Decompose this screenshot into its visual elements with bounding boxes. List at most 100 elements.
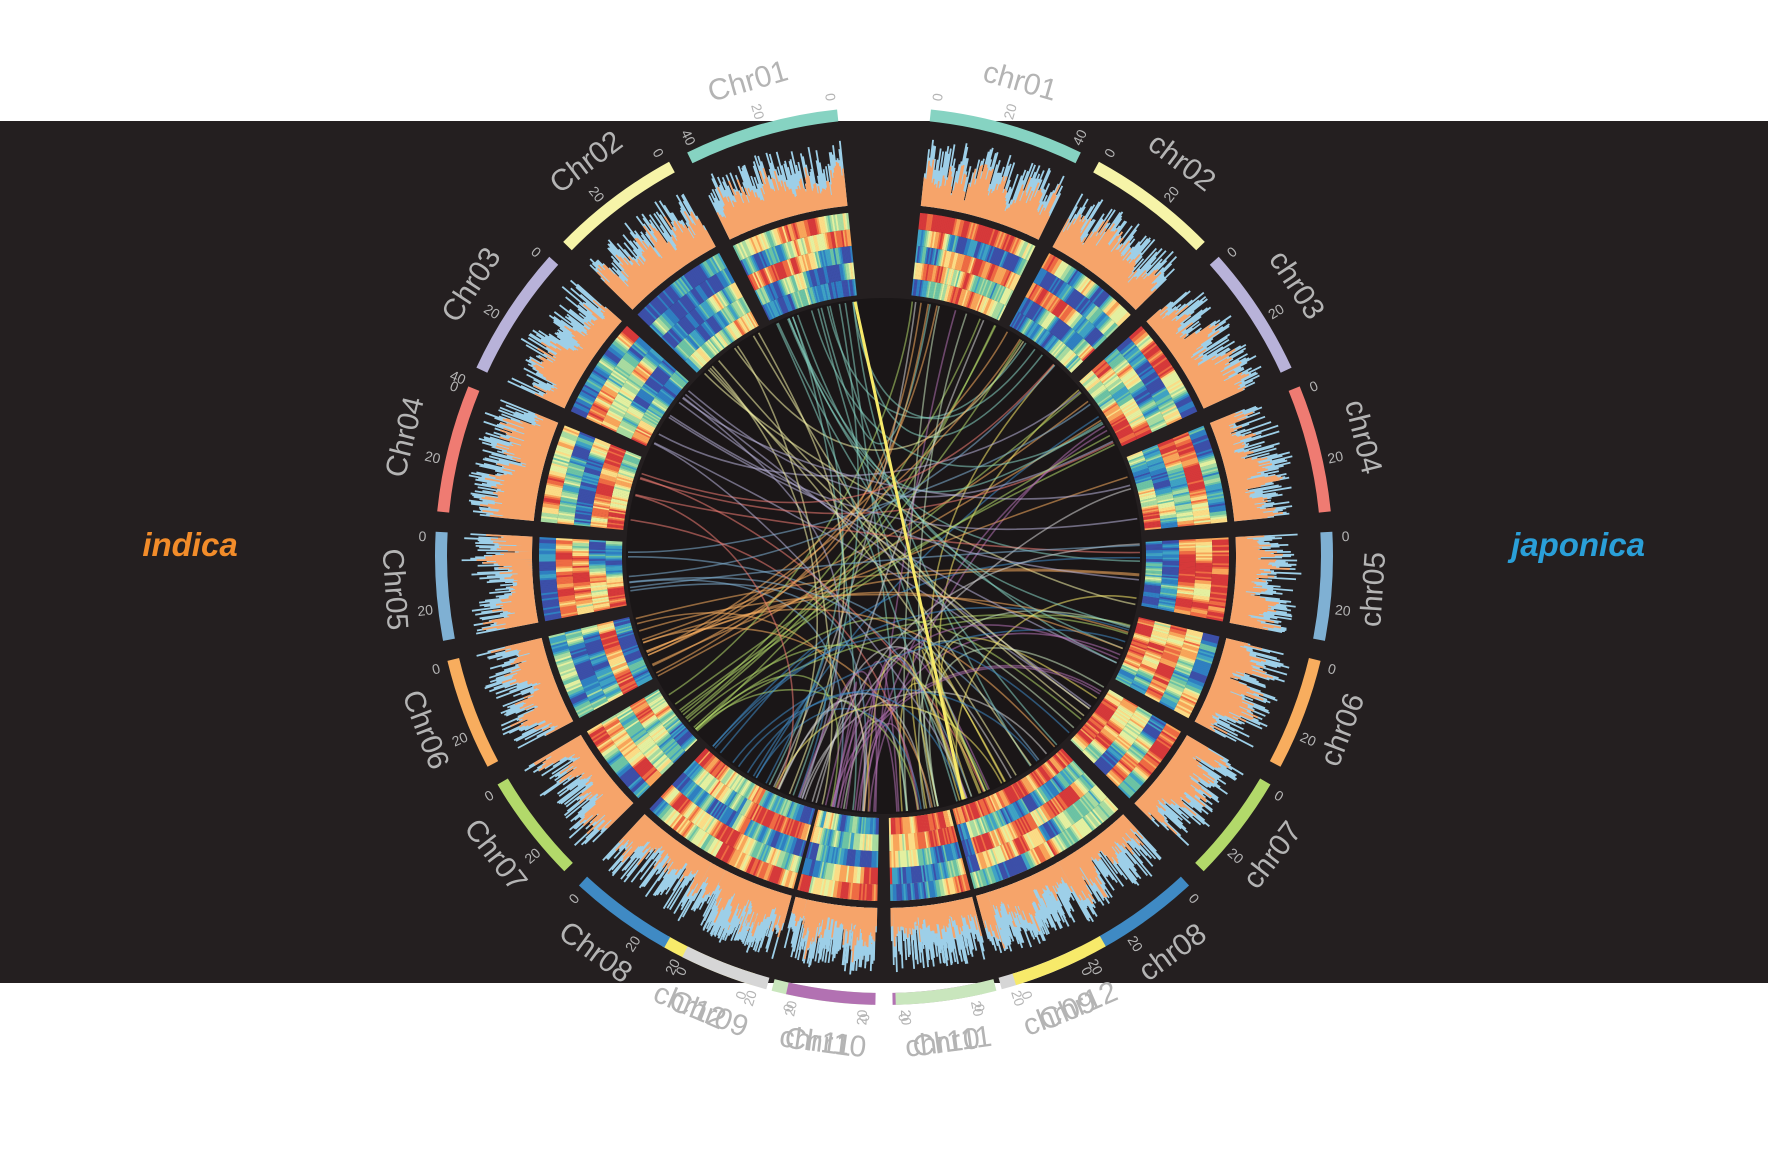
japonica-genome-label: japonica [1507, 526, 1645, 563]
heatmap-tracks [538, 212, 1229, 901]
japonica-chr08-histogram [1055, 814, 1162, 923]
indica-chr04-histogram [468, 399, 559, 522]
indica-chr12-ideogram [1012, 935, 1106, 986]
japonica-chr01-label: chr01 [979, 55, 1060, 107]
indica-chr10-heatmap [808, 811, 879, 901]
indica-chr02-heatmap [637, 252, 759, 373]
indica-chr11-label: Chr11 [911, 1020, 994, 1064]
indica-chr03-histogram [507, 279, 622, 409]
japonica-chr01-ideogram [929, 109, 1081, 164]
japonica-chr05-tick: 0 [1341, 528, 1350, 544]
japonica-chr06-tick: 20 [1298, 729, 1319, 750]
japonica-chr05-heatmap [1141, 537, 1229, 622]
indica-chr12-label: Chr12 [1034, 975, 1122, 1038]
histogram-tracks [461, 139, 1302, 975]
indica-chr06-tick: 20 [449, 729, 470, 750]
indica-chr05-tick: 20 [416, 601, 434, 619]
indica-chr09-ideogram [682, 946, 770, 990]
indica-chr02-histogram [589, 193, 716, 310]
japonica-chr04-ideogram [1288, 386, 1331, 513]
japonica-chr12-tick: 20 [662, 956, 683, 977]
indica-chr12-tick: 20 [1085, 956, 1106, 977]
japonica-chr08-ideogram [1097, 876, 1190, 948]
indica-chr04-heatmap [540, 425, 642, 530]
indica-chr04-ideogram [437, 386, 480, 513]
indica-chr10-label: Chr10 [783, 1022, 868, 1065]
indica-chr06-histogram [476, 637, 574, 749]
indica-chr01-tick: 0 [822, 92, 839, 102]
japonica-chr09-tick: 20 [1008, 988, 1028, 1008]
indica-chr01-ideogram [687, 109, 839, 164]
japonica-chr06-ideogram [1269, 658, 1321, 767]
japonica-chr01-histogram [920, 139, 1065, 240]
indica-chr09-tick: 20 [740, 988, 760, 1008]
indica-genome-label: indica [142, 526, 237, 563]
japonica-chr08-heatmap [1012, 748, 1119, 858]
indica-chr05-ideogram [435, 531, 455, 641]
indica-chr10-ideogram [786, 982, 876, 1005]
indica-chr11-heatmap [890, 809, 971, 901]
japonica-chr10-tick: 20 [898, 1009, 915, 1025]
indica-chr06-heatmap [548, 616, 653, 718]
japonica-chr02-histogram [1052, 193, 1178, 310]
japonica-chr11-tick: 0 [856, 1013, 872, 1022]
indica-chr10-histogram [798, 899, 878, 972]
indica-chr09-histogram [702, 870, 792, 959]
indica-chr05-tick: 0 [418, 528, 427, 544]
japonica-chr03-ideogram [1209, 256, 1292, 373]
japonica-chr08-tick: 20 [1124, 933, 1146, 955]
japonica-chr07-ideogram [1195, 778, 1271, 872]
japonica-chr06-heatmap [1115, 617, 1220, 719]
japonica-chr04-tick: 20 [1326, 448, 1345, 467]
indica-chr03-heatmap [570, 325, 689, 447]
japonica-chr06-histogram [1194, 638, 1290, 748]
highlight-link [853, 301, 965, 800]
indica-chr05-heatmap [538, 537, 627, 622]
indica-chr11-histogram [892, 896, 986, 973]
indica-chr01-tick: 20 [748, 102, 768, 122]
japonica-chr05-histogram [1229, 533, 1302, 633]
indica-chr07-ideogram [497, 778, 573, 872]
indica-chr07-histogram [524, 734, 634, 846]
chromosome-ideograms [435, 109, 1334, 1005]
indica-chr04-tick: 20 [423, 448, 442, 467]
japonica-chr02-ideogram [1093, 161, 1205, 251]
japonica-chr01-tick: 40 [1069, 127, 1090, 148]
japonica-chr03-heatmap [1079, 326, 1198, 447]
indica-chr12-heatmap [960, 783, 1055, 886]
indica-chr08-tick: 20 [622, 933, 644, 955]
japonica-chr05-tick: 20 [1334, 601, 1352, 619]
japonica-chr01-tick: 0 [929, 92, 946, 102]
indica-chr11-tick: 20 [968, 999, 987, 1018]
japonica-chr05-ideogram [1313, 531, 1334, 641]
indica-chr08-ideogram [578, 876, 671, 948]
indica-chr02-ideogram [563, 161, 675, 251]
indica-chr11-tick: 0 [896, 1013, 912, 1022]
indica-chr01-heatmap [732, 212, 857, 321]
japonica-chr07-histogram [1134, 735, 1244, 847]
indica-chr08-heatmap [649, 748, 756, 857]
japonica-chr04-heatmap [1126, 425, 1228, 531]
indica-chr07-heatmap [586, 689, 698, 799]
japonica-chr03-histogram [1146, 290, 1262, 409]
synteny-links [626, 298, 1142, 814]
japonica-chr01-tick: 20 [1000, 102, 1020, 122]
indica-chr06-tick: 0 [430, 660, 442, 677]
japonica-chr05-label: chr05 [1354, 551, 1392, 628]
indica-chr10-tick: 0 [780, 1002, 797, 1013]
indica-chr10-tick: 20 [853, 1009, 870, 1025]
japonica-chr02-heatmap [1009, 253, 1131, 373]
japonica-chr01-heatmap [911, 212, 1036, 321]
indica-chr03-tick: 40 [448, 367, 469, 388]
indica-chr11-ideogram [895, 979, 997, 1005]
japonica-chr07-heatmap [1070, 689, 1181, 799]
japonica-chr04-histogram [1209, 405, 1293, 522]
japonica-chr06-tick: 0 [1326, 660, 1338, 677]
japonica-chr11-tick: 20 [781, 999, 800, 1018]
japonica-chr03-tick: 20 [1265, 300, 1287, 322]
tick-labels: 0204002002002002002002002002002002002002… [416, 92, 1351, 1026]
indica-chr05-histogram [461, 533, 539, 635]
indica-chr01-tick: 40 [678, 127, 699, 148]
indica-chr08-histogram [602, 814, 712, 922]
